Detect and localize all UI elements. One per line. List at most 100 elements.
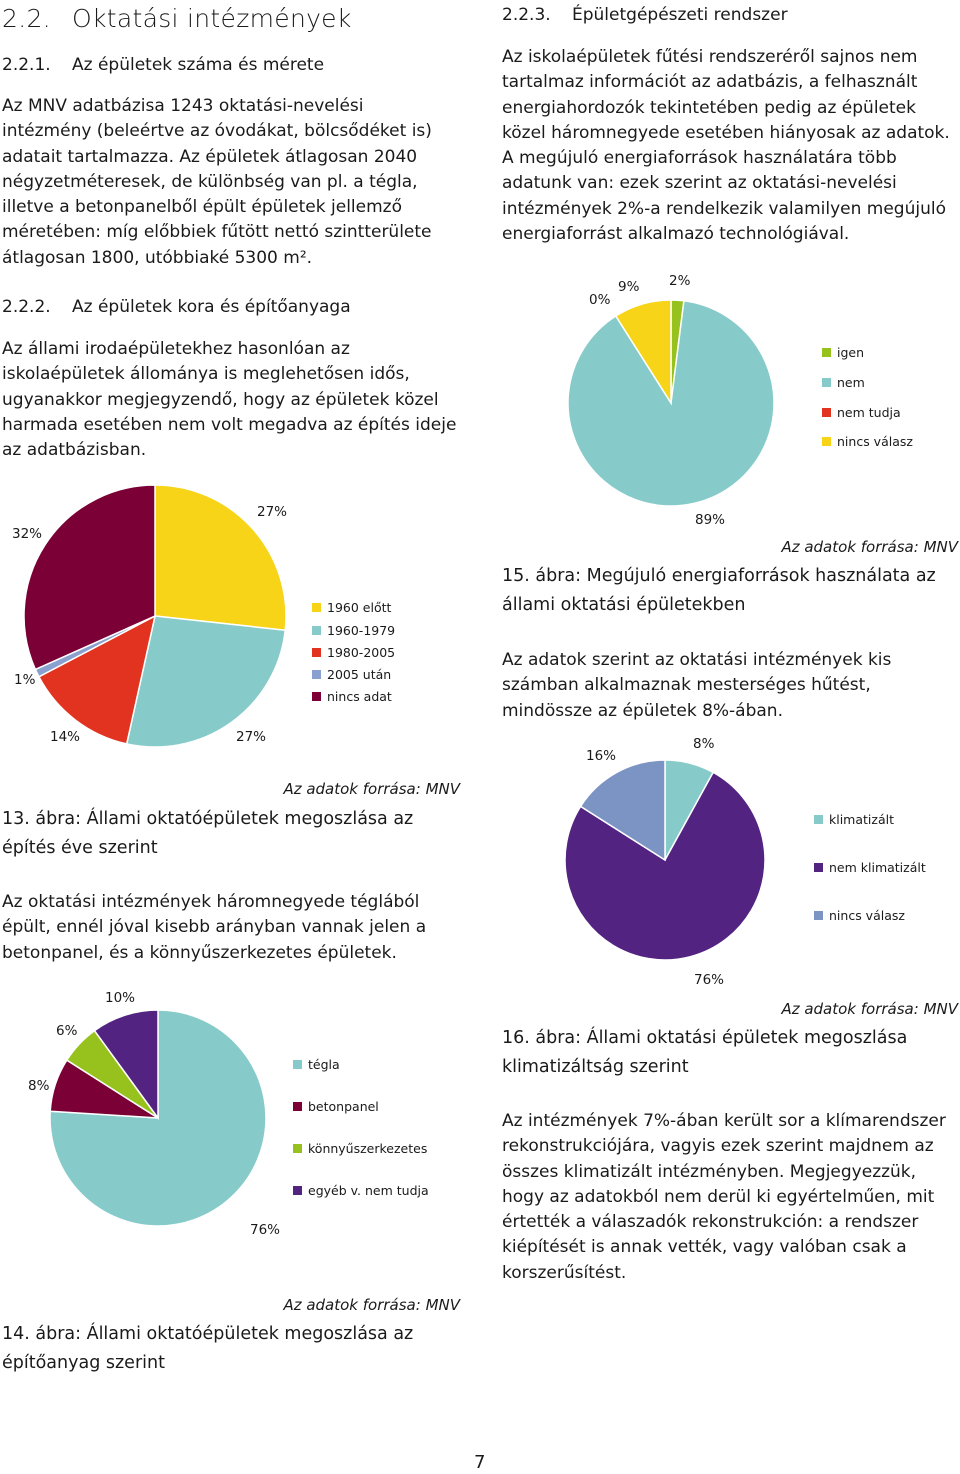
pie-slice (614, 299, 672, 406)
legend-swatch (312, 692, 321, 701)
text-line: hogy az adatokból nem derül ki egyértelm… (502, 1186, 935, 1207)
legend-item: nincs válasz (814, 908, 905, 923)
text-line: 16. ábra: Állami oktatási épületek megos… (502, 1028, 908, 1048)
legend-item: könnyűszerkezetes (293, 1141, 427, 1156)
text-line: összes klimatizált intézményben. Megjegy… (502, 1161, 917, 1182)
text-line: 14. ábra: Állami oktatóépületek megoszlá… (2, 1324, 414, 1344)
figure-caption-14: 14. ábra: Állami oktatóépületek megoszlá… (2, 1320, 413, 1378)
text-line: adatait tartalmazza. Az épületek átlagos… (2, 146, 418, 167)
data-label: 16% (586, 748, 617, 764)
pie-svg-16 (564, 759, 766, 961)
legend-swatch (814, 863, 823, 872)
pie-chart-14: 76% 8% 6% 10% tégla betonpanel könnyűsze… (0, 980, 480, 1250)
text-line: közel háromnegyede esetében hiányosak az… (502, 122, 950, 143)
figure-caption-13: 13. ábra: Állami oktatóépületek megoszlá… (2, 805, 413, 863)
legend-item: nincs adat (312, 689, 392, 704)
pie-chart-13: 27% 27% 14% 1% 32% 1960 előtt 1960-1979 … (0, 470, 480, 770)
legend-item: nem (822, 375, 865, 390)
legend-swatch (312, 603, 321, 612)
legend-label: 1980-2005 (327, 645, 396, 660)
text-line: az adatbázisban. (2, 440, 147, 461)
pie-slice (125, 615, 287, 748)
pie-svg-13 (23, 484, 287, 748)
legend-item: betonpanel (293, 1099, 379, 1114)
legend-label: nincs adat (327, 689, 392, 704)
figure-caption-15: 15. ábra: Megújuló energiaforrások haszn… (502, 562, 936, 620)
data-label: 14% (50, 729, 81, 745)
chart-legend-16: klimatizált nem klimatizált nincs válasz (814, 812, 954, 923)
paragraph-reconstruction: Az intézmények 7%-ában került sor a klím… (502, 1109, 946, 1286)
subsection-heading-1: 2.2.1. Az épületek száma és mérete (2, 55, 324, 75)
legend-swatch (312, 626, 321, 635)
text-line: iskolaépületek állománya is meglehetősen… (2, 364, 410, 385)
text-line: négyzetméteresek, de különbség van pl. a… (2, 171, 418, 192)
text-line: Az intézmények 7%-ában került sor a klím… (502, 1111, 946, 1131)
legend-label: nem tudja (837, 405, 901, 420)
legend-item: nem tudja (822, 405, 901, 420)
pie-slices-15 (567, 299, 775, 507)
text-line: energiaforrást alkalmazó technológiával. (502, 224, 850, 245)
legend-item: 1980-2005 (312, 645, 395, 660)
text-line: klimatizáltság szerint (502, 1057, 689, 1077)
pie-slice (154, 484, 287, 632)
data-label: 27% (257, 504, 288, 520)
text-line: illetve a betonpanelből épült épületek j… (2, 197, 402, 218)
legend-label: betonpanel (308, 1099, 379, 1114)
pie-slice (49, 1009, 267, 1227)
paragraph-mechanical: Az iskolaépületek fűtési rendszeréről sa… (502, 45, 950, 247)
legend-swatch (822, 437, 831, 446)
pie-slice (93, 1009, 159, 1121)
legend-label: nem (837, 375, 865, 390)
text-line: adatunk van: ezek szerint az oktatási-ne… (502, 173, 897, 194)
legend-item: nem klimatizált (814, 860, 926, 875)
legend-swatch (822, 348, 831, 357)
legend-label: 1960-1979 (327, 623, 396, 638)
text-line: mindössze az épületek 8%-ában. (502, 700, 783, 721)
legend-swatch (822, 408, 831, 417)
text-line: energiahordozók tekintetében pedig az ép… (502, 97, 916, 118)
pie-slices-16 (564, 759, 766, 961)
legend-swatch (814, 911, 823, 920)
chart-legend-14: tégla betonpanel könnyűszerkezetes egyéb… (293, 1057, 473, 1198)
legend-label: tégla (308, 1057, 340, 1072)
legend-swatch (293, 1060, 302, 1069)
pie-svg-14 (49, 1009, 267, 1227)
subsection-title: Épületgépészeti rendszer (572, 5, 788, 25)
data-label: 2% (669, 273, 691, 289)
paragraph-material: Az oktatási intézmények háromnegyede tég… (2, 890, 426, 966)
legend-swatch (293, 1102, 302, 1111)
text-line: intézmények 2%-a rendelkezik valamilyen … (502, 198, 946, 219)
text-line: állami oktatási épületekben (502, 595, 746, 615)
legend-swatch (293, 1144, 302, 1153)
legend-item: 1960 előtt (312, 600, 391, 615)
legend-item: klimatizált (814, 812, 894, 827)
pie-slice (564, 771, 766, 961)
legend-swatch (312, 670, 321, 679)
data-label: 89% (695, 512, 726, 528)
legend-label: nincs válasz (829, 908, 905, 923)
legend-item: tégla (293, 1057, 340, 1072)
legend-label: könnyűszerkezetes (308, 1141, 428, 1156)
text-line: kiépítését is annak vették, vagy valóban… (502, 1237, 907, 1258)
text-line: átlagosan 1800, utóbbiaké 5300 m². (2, 247, 313, 268)
text-line: ugyanakkor megjegyzendő, hogy az épülete… (2, 389, 439, 410)
pie-slices-14 (49, 1009, 267, 1227)
text-line: harmada esetében nem volt megadva az épí… (2, 414, 457, 435)
text-line: Az MNV adatbázisa 1243 oktatási-nevelési (2, 96, 364, 116)
pie-svg-15 (567, 299, 775, 507)
source-note: Az adatok forrása: MNV (283, 1296, 460, 1314)
legend-item: egyéb v. nem tudja (293, 1183, 429, 1198)
legend-item: 1960-1979 (312, 623, 395, 638)
text-line: betonpanel, és a könnyűszerkezetes épüle… (2, 942, 397, 963)
section-number: 2.2. (2, 4, 51, 33)
legend-item: igen (822, 345, 864, 360)
figure-caption-16: 16. ábra: Állami oktatási épületek megos… (502, 1024, 907, 1082)
text-line: építőanyag szerint (2, 1353, 165, 1373)
pie-chart-16: 8% 76% 16% klimatizált nem klimatizált n… (480, 730, 960, 1000)
text-line: értették a válaszadók rekonstrukción: a … (502, 1212, 919, 1233)
subsection-title: Az épületek kora és építőanyaga (72, 297, 351, 317)
data-label: 10% (105, 990, 136, 1006)
legend-label: nincs válasz (837, 434, 913, 449)
data-label: 0% (589, 292, 611, 308)
data-label: 1% (14, 672, 36, 688)
